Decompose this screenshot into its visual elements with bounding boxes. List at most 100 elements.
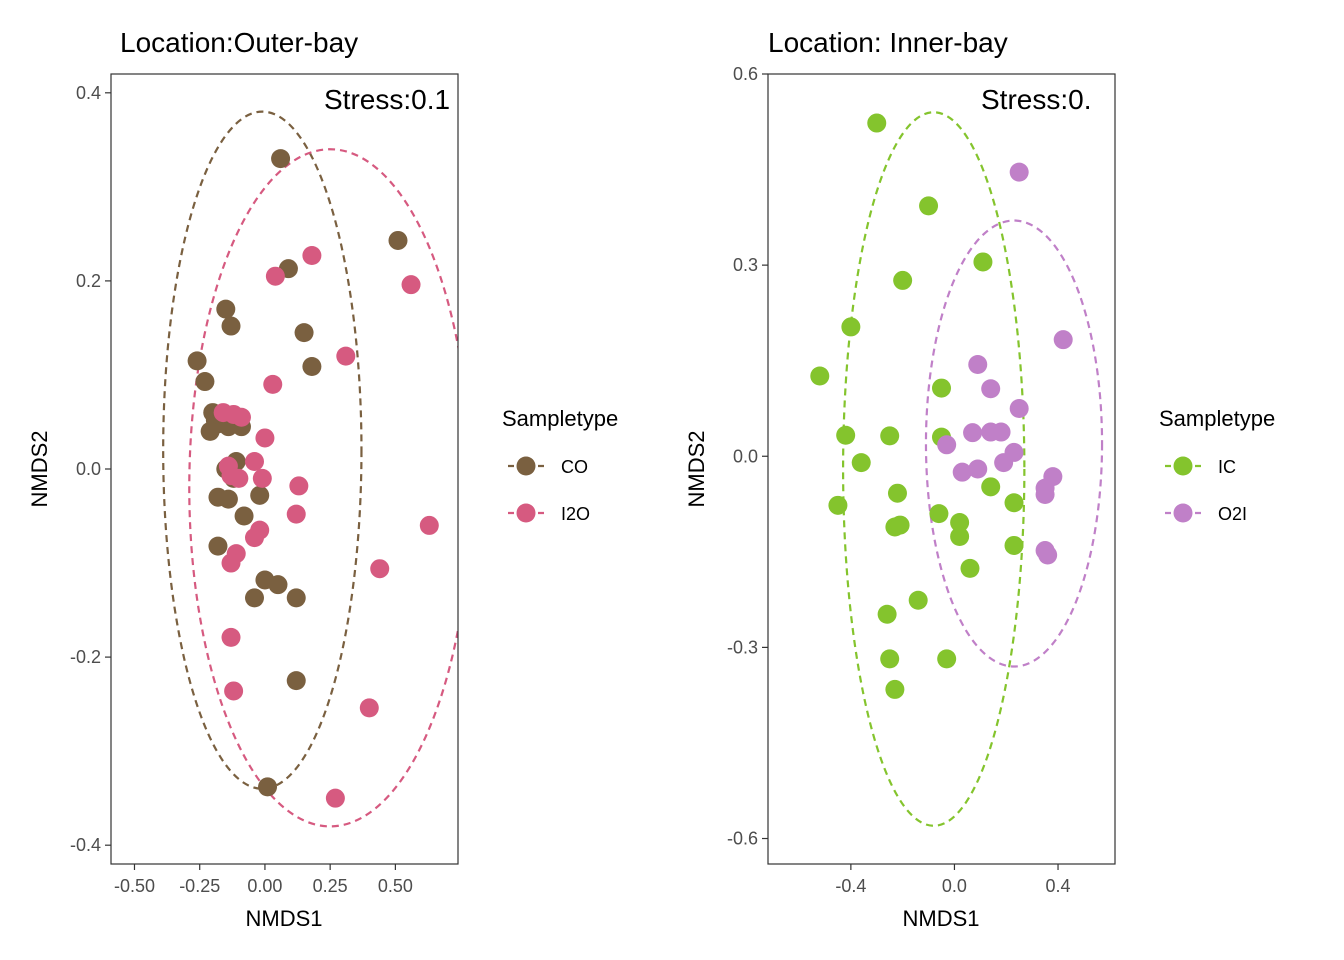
data-point-co xyxy=(388,230,408,250)
x-tick-label: -0.50 xyxy=(114,876,155,896)
data-point-o2i xyxy=(1009,162,1029,182)
data-point-o2i xyxy=(994,453,1014,473)
data-point-i2o xyxy=(221,553,241,573)
data-point-i2o xyxy=(255,428,275,448)
data-point-co xyxy=(244,588,264,608)
data-point-ic xyxy=(890,515,910,535)
data-point-o2i xyxy=(1009,398,1029,418)
x-axis-label: NMDS1 xyxy=(902,906,979,931)
legend-key-dot-i2o xyxy=(516,503,536,523)
data-point-o2i xyxy=(968,459,988,479)
y-axis-ticks: -0.6 -0.3 0.0 0.3 0.6 xyxy=(727,64,768,849)
data-point-co xyxy=(286,588,306,608)
data-point-i2o xyxy=(244,528,264,548)
data-point-co xyxy=(286,671,306,691)
y-tick-label: 0.4 xyxy=(76,83,101,103)
confidence-ellipse-o2i xyxy=(924,219,1104,668)
y-tick-label: 0.2 xyxy=(76,271,101,291)
data-point-o2i xyxy=(968,355,988,375)
data-point-i2o xyxy=(302,246,322,266)
data-point-ic xyxy=(908,590,928,610)
x-tick-label: 0.50 xyxy=(378,876,413,896)
data-point-i2o xyxy=(252,468,272,488)
data-point-ic xyxy=(950,527,970,547)
data-point-o2i xyxy=(952,462,972,482)
data-point-ic xyxy=(919,196,939,216)
data-point-ic xyxy=(828,495,848,515)
data-point-co xyxy=(195,372,215,392)
data-point-co xyxy=(294,323,314,343)
data-point-ic xyxy=(929,504,949,524)
x-tick-label: 0.25 xyxy=(313,876,348,896)
stress-annotation: Stress:0.1 xyxy=(324,84,450,115)
data-point-co xyxy=(221,316,241,336)
data-point-ic xyxy=(887,483,907,503)
legend-title: Sampletype xyxy=(502,406,618,431)
data-point-ic xyxy=(810,366,830,386)
data-point-ic xyxy=(836,425,856,445)
x-axis-label: NMDS1 xyxy=(245,906,322,931)
data-point-o2i xyxy=(937,435,957,455)
panel-outer-bay: Location:Outer-bay Stress:0.1 -0.4 -0.2 0.… xyxy=(27,27,618,931)
data-point-i2o xyxy=(419,515,439,535)
data-point-o2i xyxy=(991,422,1011,442)
data-point-co xyxy=(216,299,236,319)
confidence-ellipse-co xyxy=(162,110,363,790)
data-point-o2i xyxy=(1035,484,1055,504)
data-point-ic xyxy=(885,679,905,699)
legend-label-co: CO xyxy=(561,457,588,477)
data-point-i2o xyxy=(229,468,249,488)
legend-title: Sampletype xyxy=(1159,406,1275,431)
data-point-o2i xyxy=(1053,330,1073,350)
x-tick-label: 0.4 xyxy=(1046,876,1071,896)
y-tick-label: 0.0 xyxy=(733,446,758,466)
data-point-o2i xyxy=(963,423,983,443)
data-point-i2o xyxy=(359,698,379,718)
data-point-i2o xyxy=(224,681,244,701)
data-point-ic xyxy=(867,113,887,133)
data-point-o2i xyxy=(1038,545,1058,565)
legend-label-o2i: O2I xyxy=(1218,504,1247,524)
x-tick-label: 0.00 xyxy=(247,876,282,896)
y-axis-label: NMDS2 xyxy=(27,430,52,507)
data-point-ic xyxy=(880,426,900,446)
panel-inner-bay: Location: Inner-bay Stress:0. -0.6 -0.3 0.… xyxy=(684,27,1275,931)
data-point-i2o xyxy=(325,788,345,808)
data-point-ic xyxy=(960,558,980,578)
y-tick-label: -0.4 xyxy=(70,835,101,855)
y-axis-label: NMDS2 xyxy=(684,430,709,507)
y-axis-ticks: -0.4 -0.2 0.0 0.2 0.4 xyxy=(70,83,111,855)
x-tick-label: -0.4 xyxy=(835,876,866,896)
data-point-co xyxy=(258,777,278,797)
y-tick-label: -0.3 xyxy=(727,637,758,657)
data-point-co xyxy=(271,149,291,169)
confidence-ellipse-ic xyxy=(841,111,1026,827)
y-tick-label: -0.2 xyxy=(70,647,101,667)
data-point-i2o xyxy=(289,476,309,496)
y-tick-label: 0.3 xyxy=(733,255,758,275)
legend-key-dot-o2i xyxy=(1173,503,1193,523)
confidence-ellipse-i2o xyxy=(188,148,458,828)
data-point-ic xyxy=(950,513,970,533)
plot-border xyxy=(767,73,1116,865)
data-point-i2o xyxy=(263,374,283,394)
data-point-ic xyxy=(851,453,871,473)
y-tick-label: -0.6 xyxy=(727,829,758,849)
data-point-ic xyxy=(893,270,913,290)
x-axis-ticks: -0.4 0.0 0.4 xyxy=(835,864,1071,896)
x-tick-label: -0.25 xyxy=(179,876,220,896)
data-point-ic xyxy=(880,649,900,669)
panel-title: Location: Inner-bay xyxy=(768,27,1008,58)
x-tick-label: 0.0 xyxy=(942,876,967,896)
data-point-o2i xyxy=(981,379,1001,399)
data-point-co xyxy=(234,506,254,526)
stress-annotation: Stress:0. xyxy=(981,84,1091,115)
x-axis-ticks: -0.50 -0.25 0.00 0.25 0.50 xyxy=(114,864,413,896)
data-point-co xyxy=(250,485,270,505)
data-point-co xyxy=(208,536,228,556)
data-point-i2o xyxy=(265,266,285,286)
data-point-ic xyxy=(877,604,897,624)
data-point-co xyxy=(302,356,322,376)
data-point-i2o xyxy=(336,346,356,366)
legend: Sampletype CO I2O xyxy=(502,406,618,524)
